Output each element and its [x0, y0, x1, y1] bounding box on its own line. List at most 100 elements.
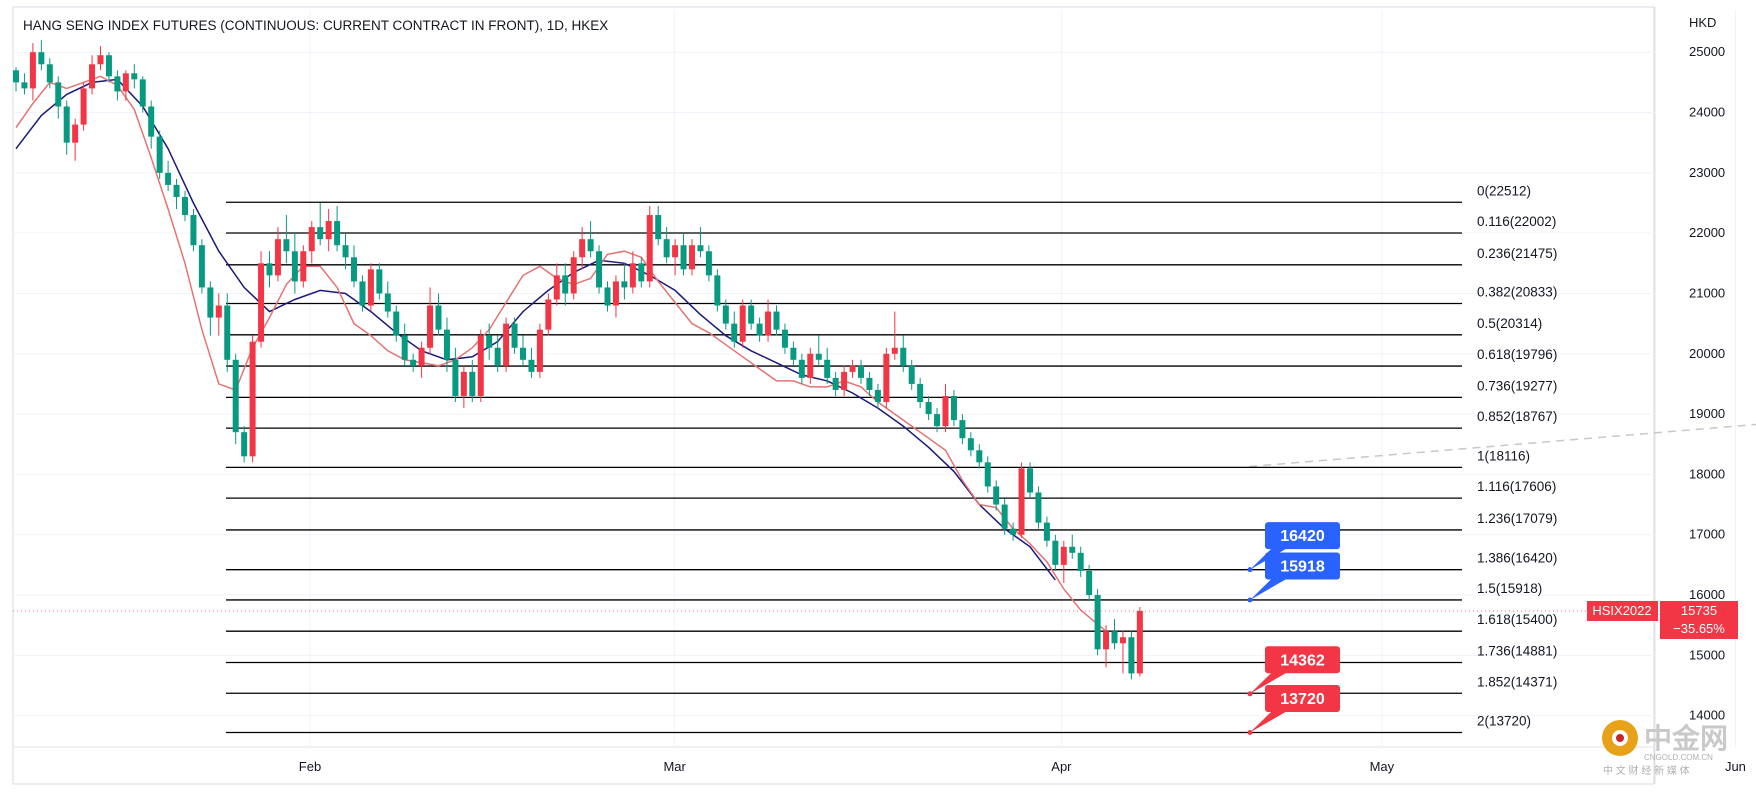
candle-body[interactable]	[655, 215, 662, 240]
price-callouts[interactable]: 16420 15918 14362 13720	[1247, 522, 1341, 736]
candle-body[interactable]	[798, 359, 805, 378]
candle-body[interactable]	[46, 64, 53, 83]
candle-body[interactable]	[967, 438, 974, 451]
candle-body[interactable]	[1010, 528, 1017, 535]
candle-body[interactable]	[376, 269, 383, 294]
candle-body[interactable]	[114, 76, 121, 92]
candle-body[interactable]	[384, 293, 391, 312]
candle-body[interactable]	[781, 329, 788, 348]
candle-body[interactable]	[1035, 492, 1042, 523]
candle-body[interactable]	[756, 323, 763, 336]
candle-body[interactable]	[452, 359, 459, 396]
candle-body[interactable]	[883, 353, 890, 403]
candle-body[interactable]	[503, 323, 510, 366]
candle-body[interactable]	[672, 245, 679, 258]
candle-body[interactable]	[469, 371, 476, 396]
candle-body[interactable]	[993, 486, 1000, 505]
candle-body[interactable]	[1060, 546, 1067, 565]
candle-body[interactable]	[1136, 610, 1143, 674]
candle-body[interactable]	[680, 245, 687, 270]
candle-body[interactable]	[486, 335, 493, 348]
candle-body[interactable]	[1119, 637, 1126, 644]
candle-body[interactable]	[959, 420, 966, 439]
candle-body[interactable]	[1052, 540, 1059, 565]
candle-body[interactable]	[410, 359, 417, 366]
candle-body[interactable]	[807, 353, 814, 378]
candle-body[interactable]	[97, 55, 104, 65]
candle-body[interactable]	[579, 239, 586, 258]
candle-body[interactable]	[629, 263, 636, 288]
candle-body[interactable]	[156, 136, 163, 173]
candle-body[interactable]	[494, 347, 501, 366]
candle-body[interactable]	[570, 257, 577, 294]
candle-body[interactable]	[72, 124, 79, 143]
candle-body[interactable]	[342, 245, 349, 258]
candle-body[interactable]	[38, 52, 45, 65]
candle-body[interactable]	[604, 287, 611, 306]
candle-body[interactable]	[443, 329, 450, 360]
candle-body[interactable]	[562, 275, 569, 294]
candle-body[interactable]	[612, 281, 619, 306]
candle-body[interactable]	[841, 371, 848, 390]
candle-body[interactable]	[765, 311, 772, 336]
candle-body[interactable]	[520, 347, 526, 360]
candle-body[interactable]	[976, 450, 983, 463]
candle-body[interactable]	[351, 257, 357, 282]
candle-body[interactable]	[714, 275, 721, 306]
candle-body[interactable]	[908, 365, 915, 384]
candle-body[interactable]	[182, 196, 188, 216]
candle-body[interactable]	[207, 287, 214, 318]
candle-body[interactable]	[689, 245, 695, 270]
candle-body[interactable]	[925, 402, 932, 415]
candle-body[interactable]	[105, 55, 112, 77]
candle-body[interactable]	[849, 365, 856, 372]
candle-body[interactable]	[900, 347, 907, 366]
callout-box[interactable]	[1265, 646, 1340, 674]
candle-body[interactable]	[300, 251, 307, 282]
candle-body[interactable]	[891, 347, 898, 354]
candle-body[interactable]	[393, 311, 400, 336]
candle-body[interactable]	[739, 305, 746, 342]
candle-body[interactable]	[545, 299, 552, 330]
candlesticks[interactable]	[13, 40, 1143, 680]
candle-body[interactable]	[866, 377, 873, 390]
candle-body[interactable]	[638, 263, 645, 282]
candle-body[interactable]	[790, 347, 797, 360]
candle-body[interactable]	[418, 347, 425, 366]
candle-body[interactable]	[917, 383, 924, 403]
candle-body[interactable]	[697, 245, 704, 252]
candle-body[interactable]	[29, 52, 36, 89]
candle-body[interactable]	[241, 432, 248, 457]
callout-box[interactable]	[1265, 522, 1340, 550]
candle-body[interactable]	[705, 251, 712, 276]
candle-body[interactable]	[553, 275, 560, 300]
candle-body[interactable]	[511, 323, 518, 348]
candle-body[interactable]	[55, 82, 62, 107]
candle-body[interactable]	[224, 305, 231, 360]
candle-body[interactable]	[950, 395, 957, 421]
candle-body[interactable]	[858, 365, 864, 378]
candle-body[interactable]	[832, 377, 839, 390]
candle-body[interactable]	[122, 73, 129, 92]
candle-body[interactable]	[1043, 522, 1050, 541]
candle-body[interactable]	[536, 329, 543, 372]
candle-body[interactable]	[173, 184, 180, 197]
candle-body[interactable]	[1094, 595, 1101, 650]
candle-body[interactable]	[1018, 468, 1025, 535]
candle-body[interactable]	[435, 305, 442, 330]
candle-body[interactable]	[528, 359, 535, 372]
candle-body[interactable]	[748, 305, 755, 324]
callout-box[interactable]	[1265, 552, 1340, 580]
candle-body[interactable]	[258, 263, 265, 342]
candle-body[interactable]	[131, 73, 138, 80]
candle-body[interactable]	[815, 353, 822, 360]
candle-body[interactable]	[1111, 631, 1118, 644]
candle-body[interactable]	[367, 269, 374, 306]
candle-body[interactable]	[773, 311, 780, 330]
candle-body[interactable]	[1077, 552, 1084, 571]
candle-body[interactable]	[274, 239, 281, 276]
candle-body[interactable]	[934, 414, 941, 427]
time-axis[interactable]: FebMarAprMayJunJulAugSepOctNovDec2023	[299, 759, 1756, 774]
candle-body[interactable]	[63, 106, 70, 143]
candle-body[interactable]	[460, 371, 467, 396]
